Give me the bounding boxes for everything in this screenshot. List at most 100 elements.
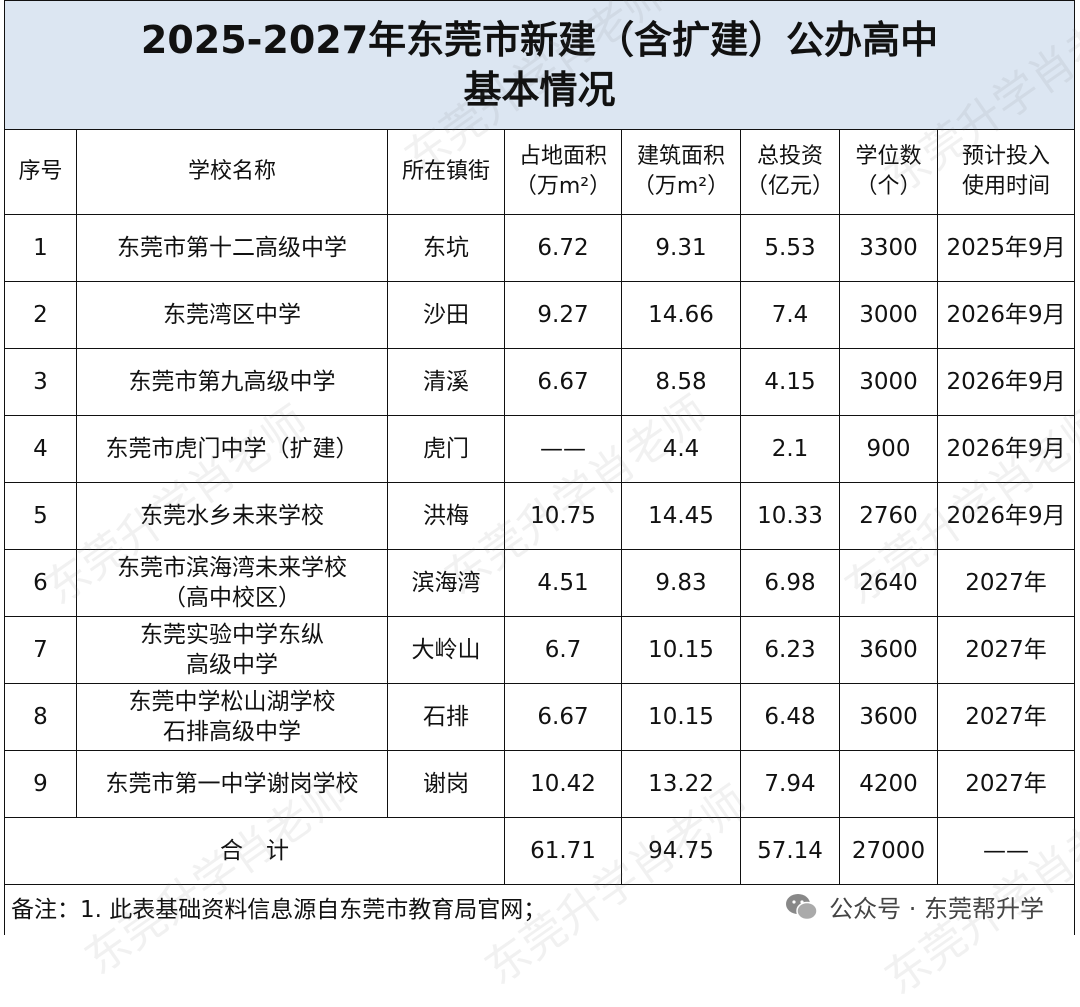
- header-cell: 预计投入 使用时间: [936, 129, 1076, 215]
- wechat-icon: [786, 893, 818, 920]
- table-title: 2025-2027年东莞市新建（含扩建）公办高中 基本情况: [3, 0, 1076, 130]
- table-row: 1 东莞市第十二高级中学 东坑 6.72 9.31 5.53 3300 2025年9月: [4, 214, 1076, 282]
- table-cell: 2026年9月: [936, 348, 1076, 416]
- footer-text: 公众号 · 东莞帮升学: [829, 895, 1044, 923]
- table-cell: 2.1: [740, 415, 840, 483]
- header-cell: 占地面积 （万m²）: [504, 129, 622, 215]
- table-cell: 10.42: [504, 750, 622, 818]
- table-row: 2 东莞湾区中学 沙田 9.27 14.66 7.4 3000 2026年9月: [4, 281, 1076, 349]
- table-cell: 大岭山: [387, 616, 505, 684]
- table-cell: 2026年9月: [936, 281, 1076, 349]
- header-cell: 所在镇街: [387, 129, 505, 215]
- table-cell: 6.23: [740, 616, 840, 684]
- total-cell: 61.71: [504, 817, 622, 885]
- table-row: 3 东莞市第九高级中学 清溪 6.67 8.58 4.15 3000 2026年9月: [4, 348, 1076, 416]
- table-cell: 谢岗: [387, 750, 505, 818]
- table-cell: 2025年9月: [936, 214, 1076, 282]
- table-cell: 14.66: [621, 281, 741, 349]
- table-cell: 东坑: [387, 214, 505, 282]
- page: {"title": "2025-2027年东莞市新建（含扩建）公办高中\n基本情…: [3, 0, 1080, 1005]
- table-cell: 6.67: [504, 348, 622, 416]
- table-cell: 900: [839, 415, 938, 483]
- table-row: 5 东莞水乡未来学校 洪梅 10.75 14.45 10.33 2760 2026年9月: [4, 482, 1076, 550]
- table-cell: 6.48: [740, 683, 840, 751]
- table-cell: 2026年9月: [936, 482, 1076, 550]
- table-cell: 13.22: [621, 750, 741, 818]
- table-cell: 5: [4, 482, 77, 550]
- table-cell: 2027年: [936, 616, 1076, 684]
- table-cell: 东莞市虎门中学（扩建）: [76, 415, 388, 483]
- table-cell: 10.15: [621, 616, 741, 684]
- table-cell: 7: [4, 616, 77, 684]
- table-cell: 8.58: [621, 348, 741, 416]
- table-cell: 14.45: [621, 482, 741, 550]
- table-cell: 9: [4, 750, 77, 818]
- total-cell: 57.14: [740, 817, 840, 885]
- table-cell: 滨海湾: [387, 549, 505, 617]
- table-row: 6 东莞市滨海湾未来学校 （高中校区） 滨海湾 4.51 9.83 6.98 2640 202…: [4, 549, 1076, 617]
- table-cell: 3600: [839, 616, 938, 684]
- table-cell: 东莞湾区中学: [76, 281, 388, 349]
- table-cell: 7.4: [740, 281, 840, 349]
- table-cell: 2: [4, 281, 77, 349]
- header-cell: 学校名称: [76, 129, 388, 215]
- table-cell: 东莞市第九高级中学: [76, 348, 388, 416]
- table-cell: 虎门: [387, 415, 505, 483]
- table-row: 8 东莞中学松山湖学校 石排高级中学 石排 6.67 10.15 6.48 3600 2027…: [4, 683, 1076, 751]
- table-cell: 10.33: [740, 482, 840, 550]
- table-cell: 洪梅: [387, 482, 505, 550]
- table-cell: 6: [4, 549, 77, 617]
- table-cell: 2640: [839, 549, 938, 617]
- total-cell: ——: [936, 817, 1076, 885]
- table-cell: 东莞市第一中学谢岗学校: [76, 750, 388, 818]
- table: 2025-2027年东莞市新建（含扩建）公办高中 基本情况 序号 学校名称 所在镇街占…: [3, 0, 1076, 935]
- title-row: 2025-2027年东莞市新建（含扩建）公办高中 基本情况: [3, 0, 1076, 130]
- table-cell: 10.75: [504, 482, 622, 550]
- footer: 公众号 · 东莞帮升学: [785, 889, 1044, 924]
- table-row: 9 东莞市第一中学谢岗学校 谢岗 10.42 13.22 7.94 4200 2027年: [4, 750, 1076, 818]
- header-cell: 建筑面积 （万m²）: [621, 129, 741, 215]
- total-cell: 27000: [839, 817, 938, 885]
- header-cell: 学位数 （个）: [839, 129, 938, 215]
- table-cell: 4.15: [740, 348, 840, 416]
- table-cell: 东莞市滨海湾未来学校 （高中校区）: [76, 549, 388, 617]
- table-cell: 清溪: [387, 348, 505, 416]
- table-cell: 4: [4, 415, 77, 483]
- document: 2025-2027年东莞市新建（含扩建）公办高中 基本情况 序号 学校名称 所在镇街占…: [3, 0, 1076, 935]
- table-cell: 石排: [387, 683, 505, 751]
- table-cell: 东莞水乡未来学校: [76, 482, 388, 550]
- table-cell: 2026年9月: [936, 415, 1076, 483]
- table-cell: 9.83: [621, 549, 741, 617]
- header-cell: 序号: [4, 129, 77, 215]
- table-cell: 6.72: [504, 214, 622, 282]
- table-cell: 2027年: [936, 549, 1076, 617]
- total-cell: 94.75: [621, 817, 741, 885]
- table-cell: 2760: [839, 482, 938, 550]
- table-cell: 4.4: [621, 415, 741, 483]
- table-cell: 7.94: [740, 750, 840, 818]
- table-cell: 5.53: [740, 214, 840, 282]
- table-cell: 3000: [839, 281, 938, 349]
- table-cell: 1: [4, 214, 77, 282]
- table-cell: 东莞实验中学东纵 高级中学: [76, 616, 388, 684]
- table-cell: 8: [4, 683, 77, 751]
- total-label: 合 计: [4, 817, 505, 885]
- total-row: 合 计 61.71 94.75 57.14 27000 ——: [4, 817, 1076, 885]
- table-cell: 3: [4, 348, 77, 416]
- header-row: 序号 学校名称 所在镇街 占地面积 （万m²） 建筑面积 （万m²） 总投资 （亿元） 学位…: [4, 129, 1076, 215]
- table-cell: 东莞市第十二高级中学: [76, 214, 388, 282]
- note: 备注：1. 此表基础资料信息源自东莞市教育局官网；: [3, 884, 1076, 935]
- table-cell: 3300: [839, 214, 938, 282]
- note-row: 备注：1. 此表基础资料信息源自东莞市教育局官网；: [3, 884, 1076, 935]
- header-cell: 总投资 （亿元）: [740, 129, 840, 215]
- table-cell: 东莞中学松山湖学校 石排高级中学: [76, 683, 388, 751]
- table-row: 7 东莞实验中学东纵 高级中学 大岭山 6.7 10.15 6.23 3600 2027年: [4, 616, 1076, 684]
- table-cell: 6.7: [504, 616, 622, 684]
- table-cell: 3600: [839, 683, 938, 751]
- table-cell: 4.51: [504, 549, 622, 617]
- table-cell: 3000: [839, 348, 938, 416]
- table-cell: 沙田: [387, 281, 505, 349]
- table-cell: 9.27: [504, 281, 622, 349]
- table-cell: 9.31: [621, 214, 741, 282]
- table-cell: 4200: [839, 750, 938, 818]
